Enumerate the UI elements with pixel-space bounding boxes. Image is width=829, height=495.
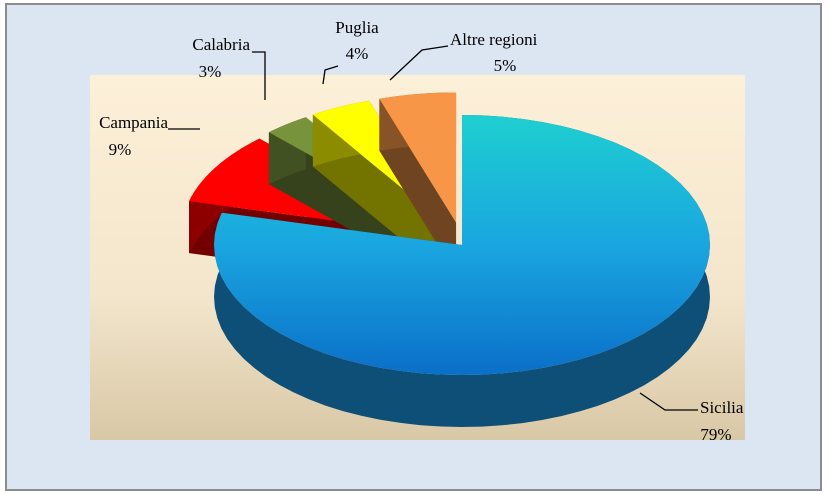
slice-value-label: 5% (494, 56, 517, 75)
slice-label: Calabria (192, 35, 250, 54)
leader-line (389, 45, 449, 81)
slice (214, 115, 710, 375)
slice-value-label: 9% (109, 140, 132, 159)
slice-label: Altre regioni (450, 30, 538, 49)
leader-line (252, 51, 266, 100)
slice-value-label: 3% (199, 62, 222, 81)
slice (379, 92, 457, 223)
slice-label: Sicilia (700, 398, 744, 417)
slice-value-label: 4% (346, 44, 369, 63)
slice-label: Campania (99, 113, 168, 132)
leader-line (322, 65, 339, 85)
slice-value-label: 79% (700, 425, 731, 444)
leader-line (639, 392, 698, 411)
slice-label: Puglia (335, 18, 379, 37)
